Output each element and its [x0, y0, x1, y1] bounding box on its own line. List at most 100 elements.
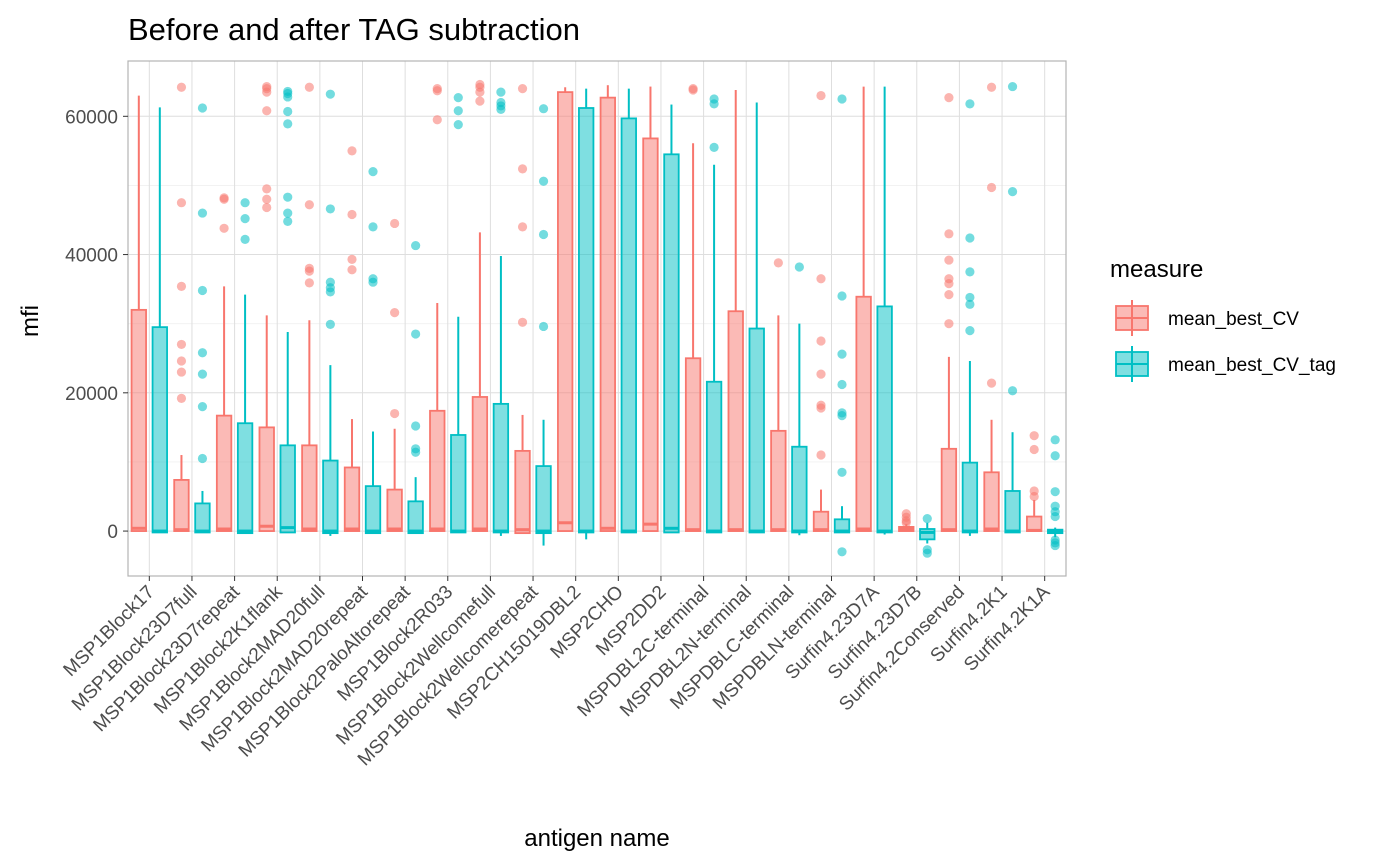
outlier-point [240, 198, 250, 208]
outlier-point [283, 86, 293, 97]
box-body [194, 502, 211, 534]
outlier-point [922, 514, 932, 524]
chart-title: Before and after TAG subtraction [128, 12, 580, 47]
outlier-point [432, 115, 442, 125]
outlier-point [709, 94, 719, 104]
outlier-point [517, 164, 528, 174]
outlier-point [304, 200, 314, 210]
outlier-point [901, 509, 911, 519]
outlier-point [347, 146, 357, 156]
outlier-point [262, 106, 272, 116]
outlier-point [1007, 187, 1018, 197]
outlier-point [1050, 535, 1060, 545]
box [578, 88, 595, 540]
outlier-point [390, 308, 400, 318]
box-body [770, 429, 787, 532]
outlier-point [816, 369, 826, 379]
box-body [663, 153, 680, 534]
outlier-point [197, 453, 208, 464]
outlier-point [517, 317, 528, 327]
box-body [471, 396, 489, 532]
outlier-point [325, 319, 335, 329]
box [961, 99, 979, 536]
box [535, 104, 552, 546]
outlier-point [538, 176, 549, 186]
box [940, 93, 958, 532]
legend-label: mean_best_CV [1168, 309, 1299, 330]
box-body [578, 107, 595, 534]
outlier-point [496, 97, 506, 108]
box-body [983, 471, 1000, 532]
outlier-point [816, 450, 826, 460]
box-body [279, 444, 296, 534]
outlier-point [837, 547, 847, 557]
outlier-point [262, 184, 272, 194]
outlier-point [922, 545, 932, 555]
outlier-point [1007, 386, 1018, 396]
box [855, 86, 872, 532]
outlier-point [837, 349, 847, 359]
outlier-point [944, 93, 954, 103]
box [748, 102, 765, 534]
box-body [492, 402, 510, 534]
outlier-point [240, 214, 250, 224]
outlier-point [773, 258, 783, 268]
outlier-point [411, 240, 421, 251]
outlier-point [1050, 487, 1060, 497]
box-body [130, 308, 147, 532]
box-body [343, 466, 361, 532]
outlier-point [411, 421, 421, 431]
box-body [364, 485, 382, 535]
box-body [386, 488, 403, 532]
outlier-point [944, 319, 954, 329]
y-axis: 0 20000 40000 60000 [65, 107, 128, 543]
box-body [215, 414, 233, 532]
box-body [940, 447, 958, 532]
outlier-point [709, 142, 719, 153]
box-body [1004, 490, 1021, 534]
box [812, 90, 830, 532]
box [407, 240, 424, 535]
legend-key [1115, 346, 1149, 382]
outlier-point [965, 267, 975, 277]
outlier-point [197, 103, 208, 113]
outlier-point [347, 209, 357, 220]
y-tick-label: 0 [107, 522, 118, 543]
outlier-point [176, 393, 187, 403]
legend-label: mean_best_CV_tag [1168, 355, 1336, 376]
outlier-point [965, 99, 975, 109]
outlier-point [390, 408, 400, 419]
outlier-point [837, 94, 847, 104]
outlier-point [368, 167, 378, 177]
box [151, 107, 168, 534]
outlier-point [944, 255, 954, 265]
outlier-point [176, 281, 187, 291]
outlier-point [197, 208, 208, 218]
outlier-point [197, 348, 208, 358]
outlier-point [325, 204, 335, 214]
outlier-point [538, 229, 549, 240]
outlier-point [283, 208, 293, 218]
series-mean_best_CV_tag [151, 81, 1064, 558]
box-body [791, 445, 808, 534]
outlier-point [304, 278, 314, 288]
outlier-point [965, 325, 975, 336]
outlier-point [304, 263, 314, 273]
outlier-point [1050, 501, 1060, 511]
outlier-point [837, 379, 847, 390]
outlier-point [262, 194, 272, 204]
box [898, 509, 915, 532]
y-tick-label: 40000 [65, 246, 118, 267]
outlier-point [837, 291, 847, 301]
box [1004, 81, 1021, 534]
box [557, 87, 574, 532]
outlier-point [816, 90, 826, 101]
outlier-point [262, 202, 272, 213]
box [514, 84, 531, 535]
outlier-point [475, 79, 485, 90]
box [130, 95, 147, 532]
y-axis-title: mfi [17, 305, 44, 337]
outlier-point [432, 84, 442, 94]
outlier-point [325, 277, 335, 287]
box-body [322, 459, 339, 535]
